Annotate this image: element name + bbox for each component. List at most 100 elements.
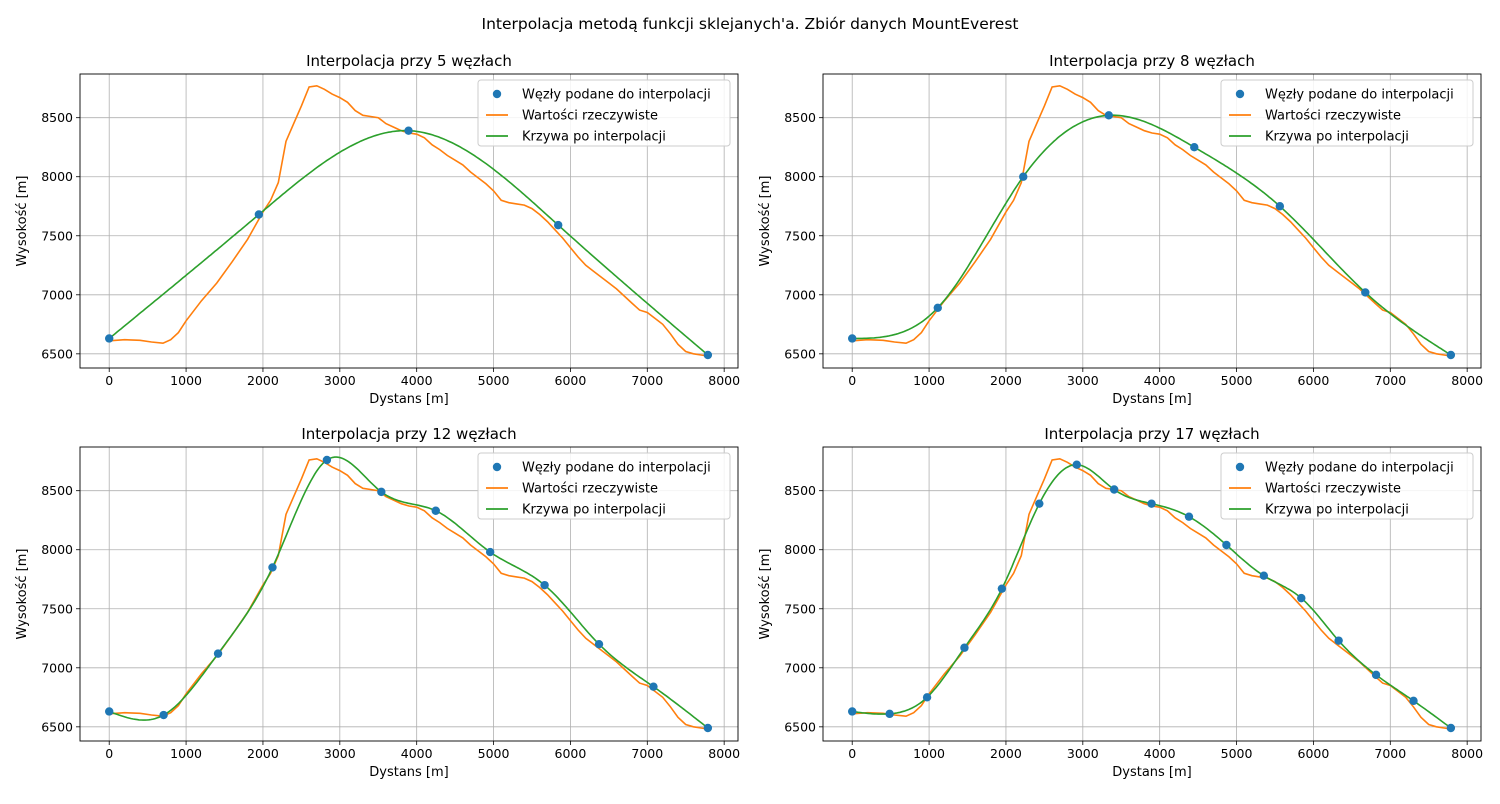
y-tick-label: 7000 [784,287,816,302]
legend-box [1220,452,1474,520]
legend: Węzły podane do interpolacji Wartości rze… [477,79,731,147]
node-point [485,547,495,557]
subplot-title: Interpolacja przy 12 węzłach [301,425,516,443]
series-real-line [109,84,709,357]
subplot-3: 0 1000 2000 3000 4000 5000 6000 7000 8000 6500 700… [15,425,740,780]
x-tick-label: 5000 [478,373,510,388]
node-point [540,580,549,590]
node-point [960,643,969,652]
node-point [377,487,386,497]
x-tick-label: 2000 [247,373,279,388]
x-tick-label: 1000 [170,373,202,388]
node-point [1297,593,1306,603]
y-axis-label: Wysokość [m] [15,549,30,640]
node-point [703,350,713,360]
legend-label: Krzywa po interpolacji [522,503,666,518]
y-tick-label: 7500 [41,228,73,243]
legend: Węzły podane do interpolacji Wartości rze… [477,452,731,520]
y-axis-label: Wysokość [m] [758,176,773,267]
figure-suptitle: Interpolacja metodą funkcji sklejanych'a… [482,15,1019,33]
x-tick-label: 5000 [478,746,510,761]
x-tick-label: 1000 [913,373,945,388]
y-tick-label: 8500 [784,110,816,125]
x-tick-label: 4000 [1144,373,1176,388]
legend-label: Wartości rzeczywiste [1265,109,1401,124]
legend-label: Krzywa po interpolacji [522,130,666,145]
axes-frame [79,73,739,369]
x-tick-label: 6000 [1298,746,1330,761]
node-point [105,707,114,716]
node-point [404,126,413,135]
node-point [159,710,168,720]
node-point [848,707,857,716]
x-tick-label: 4000 [401,373,433,388]
legend-label: Węzły podane do interpolacji [1265,461,1454,476]
x-tick-label: 3000 [1067,373,1099,388]
y-tick-label: 8000 [41,169,73,184]
x-tick-label: 4000 [1144,746,1176,761]
axes-frame [79,446,739,742]
y-tick-label: 7000 [41,287,73,302]
y-tick-label: 6500 [784,346,816,361]
series-interpolation-line [108,129,709,356]
legend-label: Węzły podane do interpolacji [522,461,711,476]
x-tick-label: 0 [848,373,856,388]
legend-label: Wartości rzeczywiste [522,482,658,497]
y-tick-label: 7500 [41,601,73,616]
x-tick-label: 4000 [401,746,433,761]
y-tick-label: 6500 [41,346,73,361]
y-tick-label: 7000 [41,660,73,675]
legend-label: Wartości rzeczywiste [1265,482,1401,497]
legend-marker-nodes [1235,462,1245,472]
legend-label: Wartości rzeczywiste [522,109,658,124]
node-point [1072,460,1081,469]
node-point [1109,485,1119,494]
legend-box [477,452,731,520]
y-tick-label: 6500 [41,719,73,734]
node-point [554,220,563,230]
subplot-2: 0 1000 2000 3000 4000 5000 6000 7000 8000 6500 700… [758,52,1483,407]
legend-label: Krzywa po interpolacji [1265,130,1409,145]
node-point [848,334,857,343]
x-tick-label: 2000 [990,373,1022,388]
node-point [1446,723,1456,733]
x-axis-label: Dystans [m] [1112,765,1192,780]
node-point [268,563,277,572]
subplot-title: Interpolacja przy 5 węzłach [306,52,512,70]
node-point [1371,670,1381,680]
x-axis-label: Dystans [m] [1112,392,1192,407]
axes-frame [822,446,1482,742]
node-point [1147,499,1156,508]
x-tick-label: 6000 [555,746,587,761]
legend-label: Węzły podane do interpolacji [1265,88,1454,103]
x-tick-label: 5000 [1221,373,1253,388]
x-tick-label: 3000 [324,373,356,388]
x-tick-label: 7000 [1374,746,1406,761]
node-point [1222,540,1231,550]
node-point [1104,111,1113,120]
grid [823,74,1481,368]
node-point [1334,636,1343,645]
x-tick-label: 8000 [708,746,740,761]
y-tick-label: 8000 [784,542,816,557]
legend-marker-nodes [492,89,502,99]
grid [823,447,1481,741]
legend-box [1220,79,1474,147]
x-tick-label: 3000 [324,746,356,761]
node-point [1019,172,1028,181]
x-tick-label: 2000 [247,746,279,761]
x-tick-label: 5000 [1221,746,1253,761]
node-point [1446,350,1456,360]
x-tick-label: 0 [105,746,113,761]
x-axis-label: Dystans [m] [369,765,449,780]
series-real-line [109,457,709,730]
legend-label: Węzły podane do interpolacji [522,88,711,103]
x-tick-label: 8000 [708,373,740,388]
series-interpolation-line [108,456,709,729]
node-point [933,303,942,312]
node-point [1361,288,1370,297]
x-tick-label: 0 [848,746,856,761]
x-tick-label: 7000 [1374,373,1406,388]
